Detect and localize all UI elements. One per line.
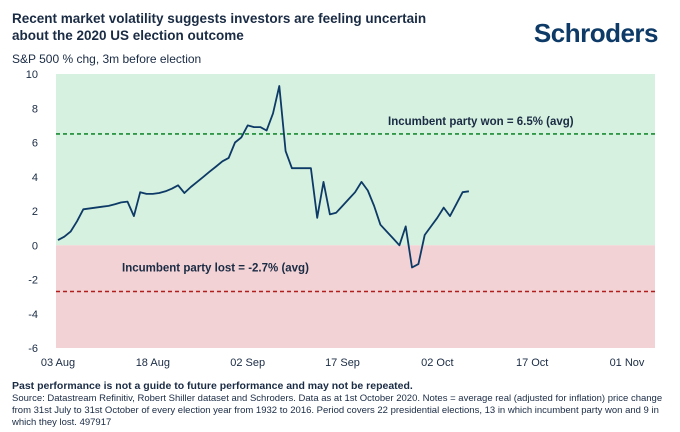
y-tick-label: 2 — [32, 206, 38, 218]
y-tick-label: 6 — [32, 138, 38, 150]
y-tick-label: -4 — [28, 309, 38, 321]
x-tick-label: 02 Sep — [230, 357, 265, 369]
chart-title: Recent market volatility suggests invest… — [12, 11, 427, 43]
x-tick-label: 17 Oct — [516, 357, 548, 369]
disclaimer-text: Past performance is not a guide to futur… — [12, 380, 413, 392]
chart-footer: Past performance is not a guide to futur… — [12, 380, 672, 429]
y-tick-label: 0 — [32, 240, 38, 252]
line-chart: 10 8 6 4 2 0 -2 -4 -6 03 Aug 18 Aug 02 Sep 17 Sep 02… — [26, 69, 655, 369]
sp500-series-line — [57, 85, 470, 269]
positive-zone — [56, 74, 655, 246]
x-tick-label: 17 Sep — [325, 357, 360, 369]
y-tick-label: -6 — [28, 343, 38, 355]
incumbent-won-label: Incumbent party won = 6.5% (avg) — [388, 116, 574, 128]
source-note: Source: Datastream Refinitiv, Robert Shi… — [12, 393, 663, 428]
x-tick-label: 18 Aug — [136, 357, 170, 369]
y-tick-label: 4 — [32, 172, 38, 184]
schroders-logo: Schroders — [533, 18, 659, 48]
x-tick-label: 02 Oct — [421, 357, 453, 369]
y-tick-label: 10 — [26, 69, 38, 81]
x-tick-label: 01 Nov — [610, 357, 645, 369]
y-tick-label: -2 — [28, 275, 38, 287]
y-tick-label: 8 — [32, 103, 38, 115]
x-tick-label: 03 Aug — [41, 357, 75, 369]
incumbent-lost-label: Incumbent party lost = -2.7% (avg) — [122, 262, 309, 274]
chart-subtitle: S&P 500 % chg, 3m before election — [12, 52, 202, 66]
negative-zone — [56, 245, 655, 348]
